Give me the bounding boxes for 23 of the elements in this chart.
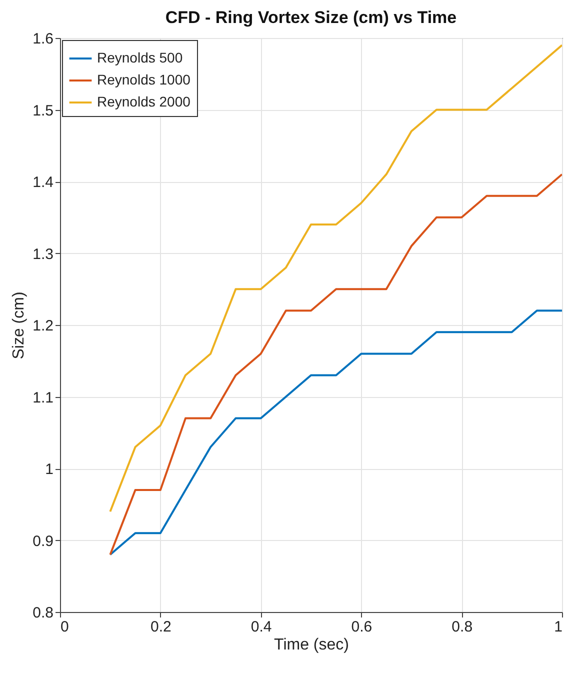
legend-label: Reynolds 2000	[97, 94, 191, 110]
x-tick-label: 0	[60, 618, 69, 636]
x-axis-title: Time (sec)	[274, 636, 349, 654]
legend-label: Reynolds 1000	[97, 72, 191, 88]
y-tick-label: 1.5	[32, 102, 54, 120]
line-series	[109, 310, 562, 556]
y-tick-label: 1.4	[32, 174, 54, 191]
line-series	[109, 173, 562, 556]
chart-title: CFD - Ring Vortex Size (cm) vs Time	[165, 8, 457, 27]
y-tick-label: 1.1	[32, 389, 54, 406]
y-tick-label: 1	[45, 461, 54, 478]
x-tick-label: 1	[554, 618, 562, 636]
y-axis-title: Size (cm)	[10, 292, 28, 360]
y-tick-label: 0.8	[32, 604, 54, 622]
y-tick-label: 1.3	[32, 246, 54, 263]
legend-label: Reynolds 500	[97, 50, 183, 66]
y-tick-label: 0.9	[32, 532, 54, 550]
x-tick-label: 0.2	[150, 618, 172, 636]
x-tick-label: 0.6	[351, 618, 372, 636]
y-tick-label: 1.6	[32, 30, 54, 48]
x-tick-label: 0.8	[452, 618, 473, 636]
y-tick-label: 1.2	[32, 318, 54, 334]
x-tick-label: 0.4	[250, 618, 272, 636]
